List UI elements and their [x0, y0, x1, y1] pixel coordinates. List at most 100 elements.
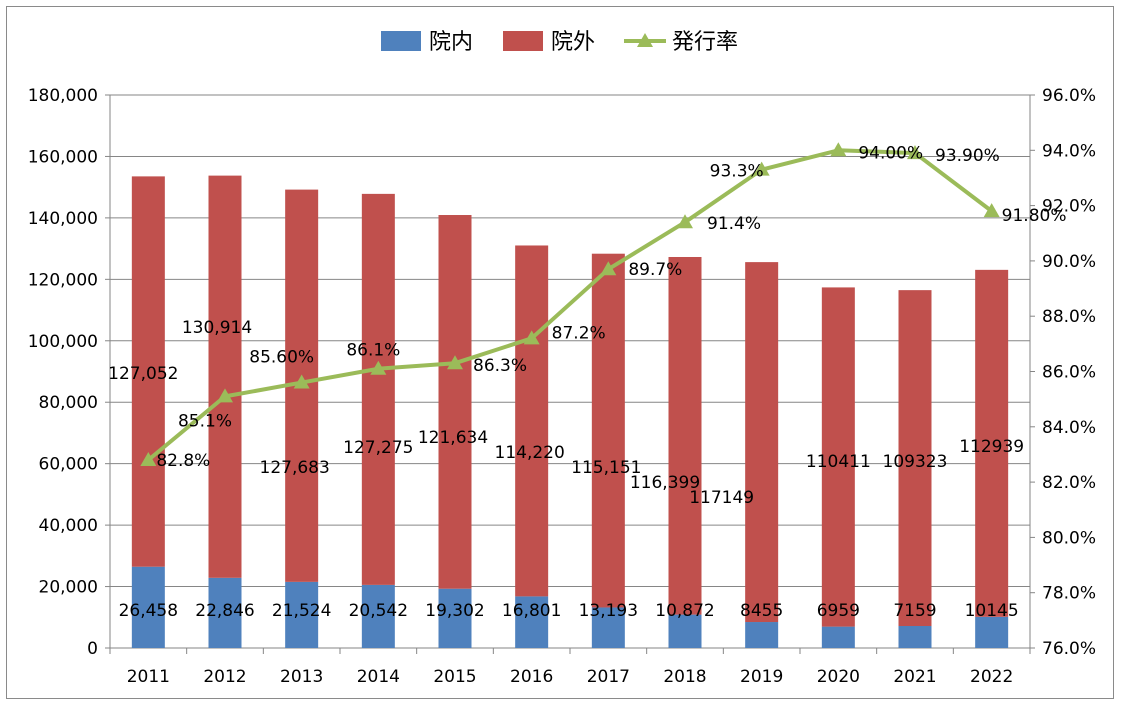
legend-swatch-inner: [381, 31, 421, 51]
data-label-rate: 85.1%: [178, 411, 232, 431]
bar-inner: [975, 616, 1009, 648]
x-tick-label: 2018: [663, 667, 706, 687]
y-left-tick-label: 40,000: [39, 516, 98, 536]
rate-marker: [830, 142, 847, 157]
bar-inner: [131, 566, 165, 648]
y-left-tick-label: 80,000: [39, 393, 98, 413]
data-label-rate: 87.2%: [552, 323, 606, 343]
bar-outer: [591, 253, 625, 608]
data-label-rate: 91.4%: [707, 214, 761, 234]
y-left-tick-label: 180,000: [28, 86, 98, 106]
rate-line: [147, 148, 993, 462]
data-label-outer: 117149: [689, 488, 754, 508]
rate-marker: [447, 355, 463, 370]
x-tick-label: 2022: [970, 667, 1013, 687]
bar-inner: [591, 607, 625, 648]
data-label-outer: 115,151: [571, 458, 641, 478]
legend-label-outer: 院外: [551, 30, 595, 55]
bar-inner: [515, 596, 549, 648]
y-right-tick-label: 90.0%: [1042, 252, 1096, 272]
data-label-outer: 130,914: [182, 318, 252, 338]
x-tick-label: 2012: [203, 667, 246, 687]
data-label-rate: 85.60%: [249, 348, 314, 368]
rate-marker: [983, 203, 1000, 218]
data-label-rate: 93.3%: [710, 162, 764, 182]
legend-label-rate: 発行率: [672, 30, 738, 55]
data-label-rate: 93.90%: [935, 146, 1000, 166]
data-label-inner: 8455: [740, 601, 783, 621]
data-label-inner: 20,542: [349, 601, 408, 621]
data-label-inner: 26,458: [119, 601, 178, 621]
y-left-tick-label: 0: [87, 639, 98, 659]
rate-marker: [907, 145, 923, 160]
x-tick-label: 2021: [893, 667, 936, 687]
data-label-rate: 86.1%: [346, 341, 400, 361]
data-label-outer: 127,275: [343, 438, 413, 458]
rate-marker: [600, 261, 617, 276]
rate-marker: [753, 161, 770, 176]
bar-outer: [438, 215, 472, 589]
rate-marker: [217, 388, 233, 403]
y-right-tick-label: 76.0%: [1042, 639, 1096, 659]
x-tick-label: 2015: [433, 667, 476, 687]
data-label-outer: 110411: [806, 452, 871, 472]
bar-inner: [821, 626, 855, 648]
x-tick-label: 2016: [510, 667, 553, 687]
y-right-tick-label: 84.0%: [1042, 418, 1096, 438]
data-label-inner: 10,872: [655, 601, 714, 621]
y-left-tick-label: 60,000: [39, 455, 98, 475]
data-label-inner: 7159: [893, 601, 936, 621]
legend-marker-rate: [637, 33, 653, 47]
bar-outer: [131, 176, 165, 567]
data-label-inner: 10145: [965, 601, 1019, 621]
x-tick-label: 2011: [127, 667, 170, 687]
bar-outer: [821, 287, 855, 627]
data-label-rate: 82.8%: [156, 451, 210, 471]
data-label-inner: 22,846: [195, 601, 254, 621]
data-label-outer: 127,052: [108, 364, 178, 384]
bar-outer: [745, 262, 779, 623]
data-label-inner: 21,524: [272, 601, 331, 621]
data-label-rate: 86.3%: [473, 356, 527, 376]
legend-swatch-outer: [503, 31, 543, 51]
y-right-tick-label: 94.0%: [1042, 141, 1096, 161]
x-tick-label: 2020: [817, 667, 860, 687]
y-left-tick-label: 160,000: [28, 147, 98, 167]
data-label-outer: 114,220: [495, 443, 565, 463]
bar-inner: [208, 577, 242, 648]
y-right-tick-label: 82.0%: [1042, 473, 1096, 493]
data-label-inner: 19,302: [425, 601, 484, 621]
x-tick-label: 2017: [587, 667, 630, 687]
data-label-inner: 16,801: [502, 601, 561, 621]
bar-inner: [898, 626, 932, 648]
x-tick-label: 2014: [357, 667, 400, 687]
y-right-tick-label: 88.0%: [1042, 307, 1096, 327]
y-right-tick-label: 96.0%: [1042, 86, 1096, 106]
data-label-rate: 94.00%: [858, 143, 923, 163]
y-left-tick-label: 140,000: [28, 209, 98, 229]
bar-inner: [745, 622, 779, 648]
bar-outer: [975, 269, 1009, 617]
bar-outer: [898, 290, 932, 627]
rate-marker: [677, 214, 693, 229]
rate-marker: [370, 360, 387, 375]
rate-marker: [523, 330, 540, 345]
y-left-tick-label: 20,000: [39, 578, 98, 598]
data-label-rate: 89.7%: [628, 260, 682, 280]
data-label-outer: 127,683: [260, 458, 330, 478]
bar-outer: [515, 245, 549, 597]
data-label-outer: 112939: [959, 437, 1024, 457]
bar-outer: [208, 175, 242, 578]
y-right-tick-label: 78.0%: [1042, 584, 1096, 604]
data-label-outer: 109323: [883, 452, 948, 472]
data-label-inner: 6959: [817, 601, 860, 621]
data-label-outer: 116,399: [630, 473, 700, 493]
y-left-tick-label: 120,000: [28, 270, 98, 290]
bar-inner: [668, 614, 702, 648]
bar-inner: [361, 584, 395, 648]
data-label-outer: 121,634: [418, 428, 488, 448]
y-right-tick-label: 80.0%: [1042, 528, 1096, 548]
rate-marker: [140, 451, 157, 466]
bar-outer: [668, 256, 702, 615]
bar-inner: [285, 581, 319, 648]
